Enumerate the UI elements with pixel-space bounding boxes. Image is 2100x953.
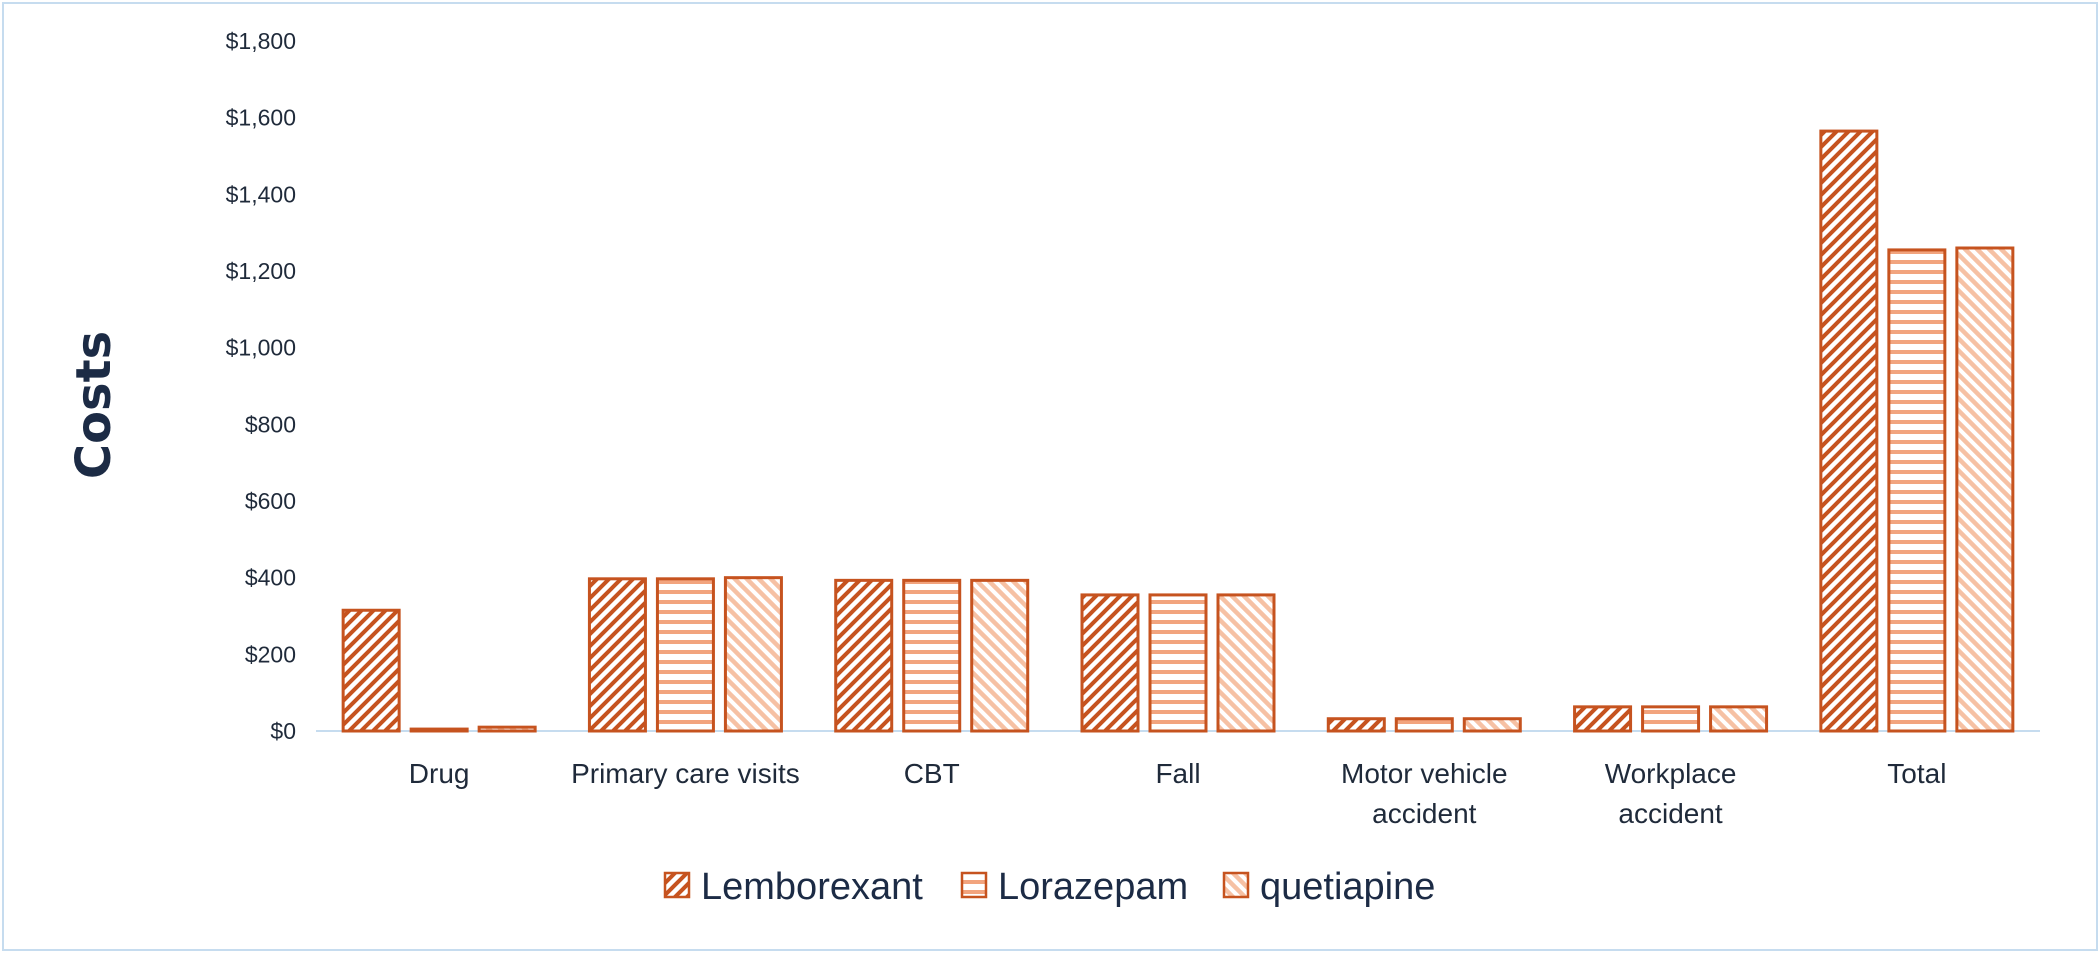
category-label: Primary care visits [571, 758, 800, 789]
legend-label-quetiapine: quetiapine [1260, 866, 1435, 908]
category-label: accident [1618, 798, 1723, 829]
bar-lorazepam-4 [1394, 717, 1454, 733]
bar-quetiapine-6 [1955, 246, 2015, 733]
y-tick-label: $200 [245, 641, 296, 667]
y-tick-label: $0 [270, 718, 296, 744]
bar-lemborexant-0 [341, 608, 401, 733]
bar-lemborexant-4 [1326, 717, 1386, 733]
bar-lemborexant-5 [1573, 705, 1633, 733]
category-label: Motor vehicle [1341, 758, 1508, 789]
bar-lemborexant-6 [1819, 129, 1879, 733]
legend-label-lorazepam: Lorazepam [998, 866, 1188, 908]
category-labels: Drug Primary care visits CBT Fall Motor vehi… [409, 758, 1947, 829]
category-label: Workplace [1605, 758, 1737, 789]
bar-quetiapine-5 [1709, 705, 1769, 733]
bar-lorazepam-5 [1641, 705, 1701, 733]
bar-lorazepam-3 [1148, 593, 1208, 733]
bar-lorazepam-1 [655, 577, 715, 733]
bar-lemborexant-3 [1080, 593, 1140, 733]
y-tick-label: $800 [245, 411, 296, 437]
legend-swatch-quetiapine [1222, 871, 1250, 899]
y-tick-label: $1,400 [226, 181, 296, 207]
bar-quetiapine-0 [477, 725, 537, 733]
bar-lorazepam-6 [1887, 248, 1947, 733]
bar-lorazepam-0 [409, 727, 469, 733]
y-axis-label: Costs [66, 331, 122, 479]
y-axis-ticks: $0 $200 $400 $600 $800 $1,000 $1,200 $1,400 $1,6… [226, 28, 296, 744]
y-tick-label: $1,800 [226, 28, 296, 54]
bar-lemborexant-2 [834, 578, 894, 733]
y-tick-label: $600 [245, 488, 296, 514]
y-tick-label: $400 [245, 565, 296, 591]
bars [341, 129, 2015, 733]
bar-lemborexant-1 [587, 577, 647, 733]
legend-swatch-lorazepam [960, 871, 988, 899]
category-label: accident [1372, 798, 1477, 829]
category-label: Total [1887, 758, 1946, 789]
bar-quetiapine-4 [1462, 717, 1522, 733]
bar-quetiapine-3 [1216, 593, 1276, 733]
category-label: CBT [904, 758, 960, 789]
bar-quetiapine-1 [723, 576, 783, 733]
legend-swatch-lemborexant [663, 871, 691, 899]
category-label: Fall [1155, 758, 1200, 789]
y-tick-label: $1,600 [226, 105, 296, 131]
legend-label-lemborexant: Lemborexant [701, 866, 923, 908]
y-tick-label: $1,000 [226, 335, 296, 361]
y-tick-label: $1,200 [226, 258, 296, 284]
bar-quetiapine-2 [970, 578, 1030, 733]
category-label: Drug [409, 758, 470, 789]
bar-lorazepam-2 [902, 578, 962, 733]
legend: Lemborexant Lorazepam quetiapine [663, 866, 1435, 908]
